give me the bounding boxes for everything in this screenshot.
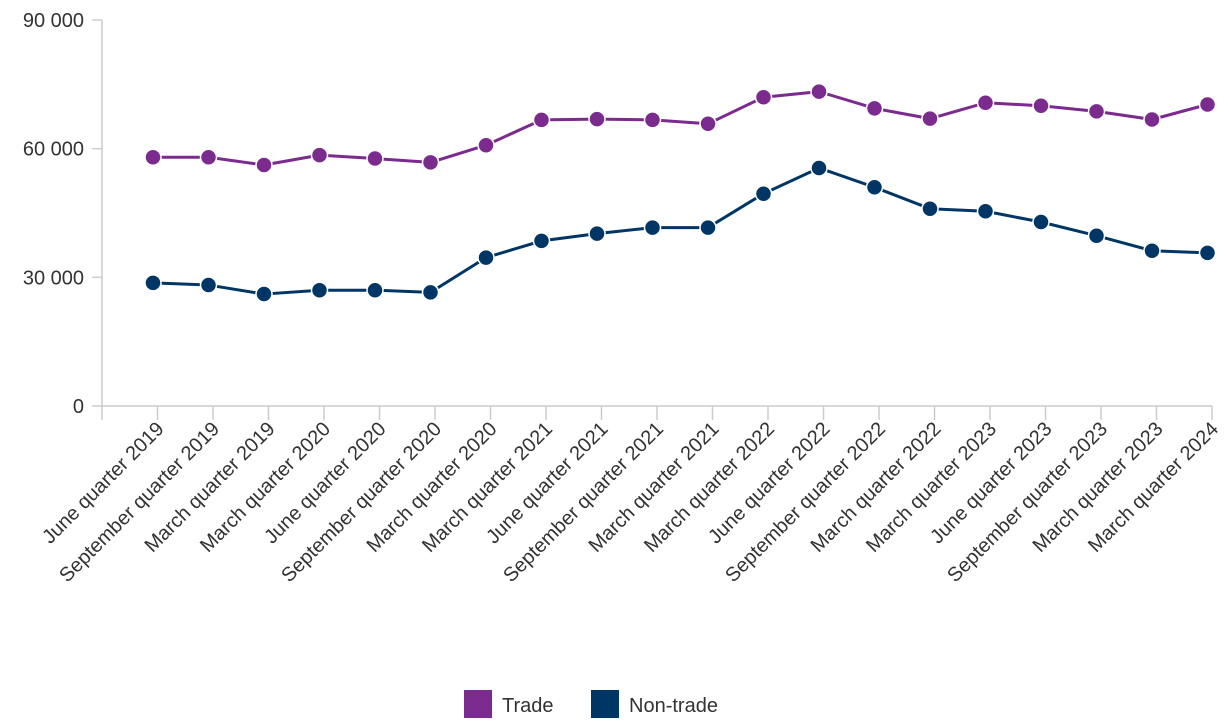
trade-line bbox=[153, 90, 1208, 167]
legend-item-trade[interactable]: Trade bbox=[464, 690, 554, 718]
trade-point[interactable] bbox=[976, 94, 995, 112]
trade-point[interactable] bbox=[199, 148, 218, 166]
non-trade-point[interactable] bbox=[310, 281, 329, 299]
non-trade-point[interactable] bbox=[921, 199, 939, 218]
trade-point[interactable] bbox=[921, 109, 939, 128]
non-trade-point[interactable] bbox=[477, 248, 495, 267]
legend-item-non-trade[interactable]: Non-trade bbox=[591, 690, 718, 718]
non-trade-point[interactable] bbox=[1032, 213, 1050, 231]
trade-point[interactable] bbox=[366, 149, 384, 168]
y-axis: 0 30 000 60 000 90 000 bbox=[23, 10, 103, 418]
trade-point[interactable] bbox=[255, 156, 273, 174]
non-trade-point[interactable] bbox=[754, 184, 773, 203]
series-trade bbox=[144, 82, 1217, 174]
trade-point[interactable] bbox=[810, 82, 828, 101]
non-trade-point[interactable] bbox=[588, 224, 606, 243]
trade-point[interactable] bbox=[754, 88, 773, 106]
y-tick-label: 30 000 bbox=[23, 267, 84, 289]
trade-point[interactable] bbox=[643, 111, 662, 129]
legend-swatch-trade bbox=[464, 690, 492, 718]
legend-swatch-non-trade bbox=[591, 690, 619, 718]
trade-point[interactable] bbox=[310, 146, 329, 164]
trade-point[interactable] bbox=[421, 153, 440, 172]
y-tick-label: 60 000 bbox=[23, 139, 84, 161]
non-trade-point[interactable] bbox=[532, 232, 551, 250]
plot-series bbox=[144, 82, 1217, 303]
non-trade-point[interactable] bbox=[1143, 241, 1161, 260]
non-trade-point[interactable] bbox=[1198, 244, 1217, 262]
trade-point[interactable] bbox=[144, 148, 162, 166]
trade-point[interactable] bbox=[865, 99, 884, 118]
trade-point[interactable] bbox=[1198, 95, 1217, 114]
non-trade-point[interactable] bbox=[199, 276, 218, 294]
non-trade-point[interactable] bbox=[976, 202, 995, 221]
non-trade-point[interactable] bbox=[643, 218, 662, 237]
legend-label-non-trade: Non-trade bbox=[629, 695, 718, 717]
legend-label-trade: Trade bbox=[502, 695, 554, 717]
y-tick-label: 0 bbox=[73, 396, 84, 418]
trade-point[interactable] bbox=[1087, 102, 1106, 121]
non-trade-point[interactable] bbox=[865, 178, 884, 197]
non-trade-point[interactable] bbox=[810, 159, 828, 177]
trade-point[interactable] bbox=[1143, 110, 1161, 129]
non-trade-line bbox=[152, 166, 1208, 296]
non-trade-point[interactable] bbox=[421, 283, 440, 302]
non-trade-point[interactable] bbox=[1087, 226, 1106, 245]
trade-point[interactable] bbox=[699, 115, 717, 133]
trade-point[interactable] bbox=[532, 111, 551, 129]
series-non-trade bbox=[144, 159, 1217, 303]
non-trade-point[interactable] bbox=[366, 281, 384, 299]
trade-point[interactable] bbox=[477, 136, 495, 154]
y-tick-label: 90 000 bbox=[23, 10, 84, 32]
non-trade-point[interactable] bbox=[699, 218, 717, 237]
legend: Trade Non-trade bbox=[464, 690, 718, 718]
trade-point[interactable] bbox=[588, 110, 606, 128]
trade-point[interactable] bbox=[1032, 97, 1050, 115]
non-trade-point[interactable] bbox=[255, 285, 273, 303]
non-trade-point[interactable] bbox=[144, 274, 162, 292]
